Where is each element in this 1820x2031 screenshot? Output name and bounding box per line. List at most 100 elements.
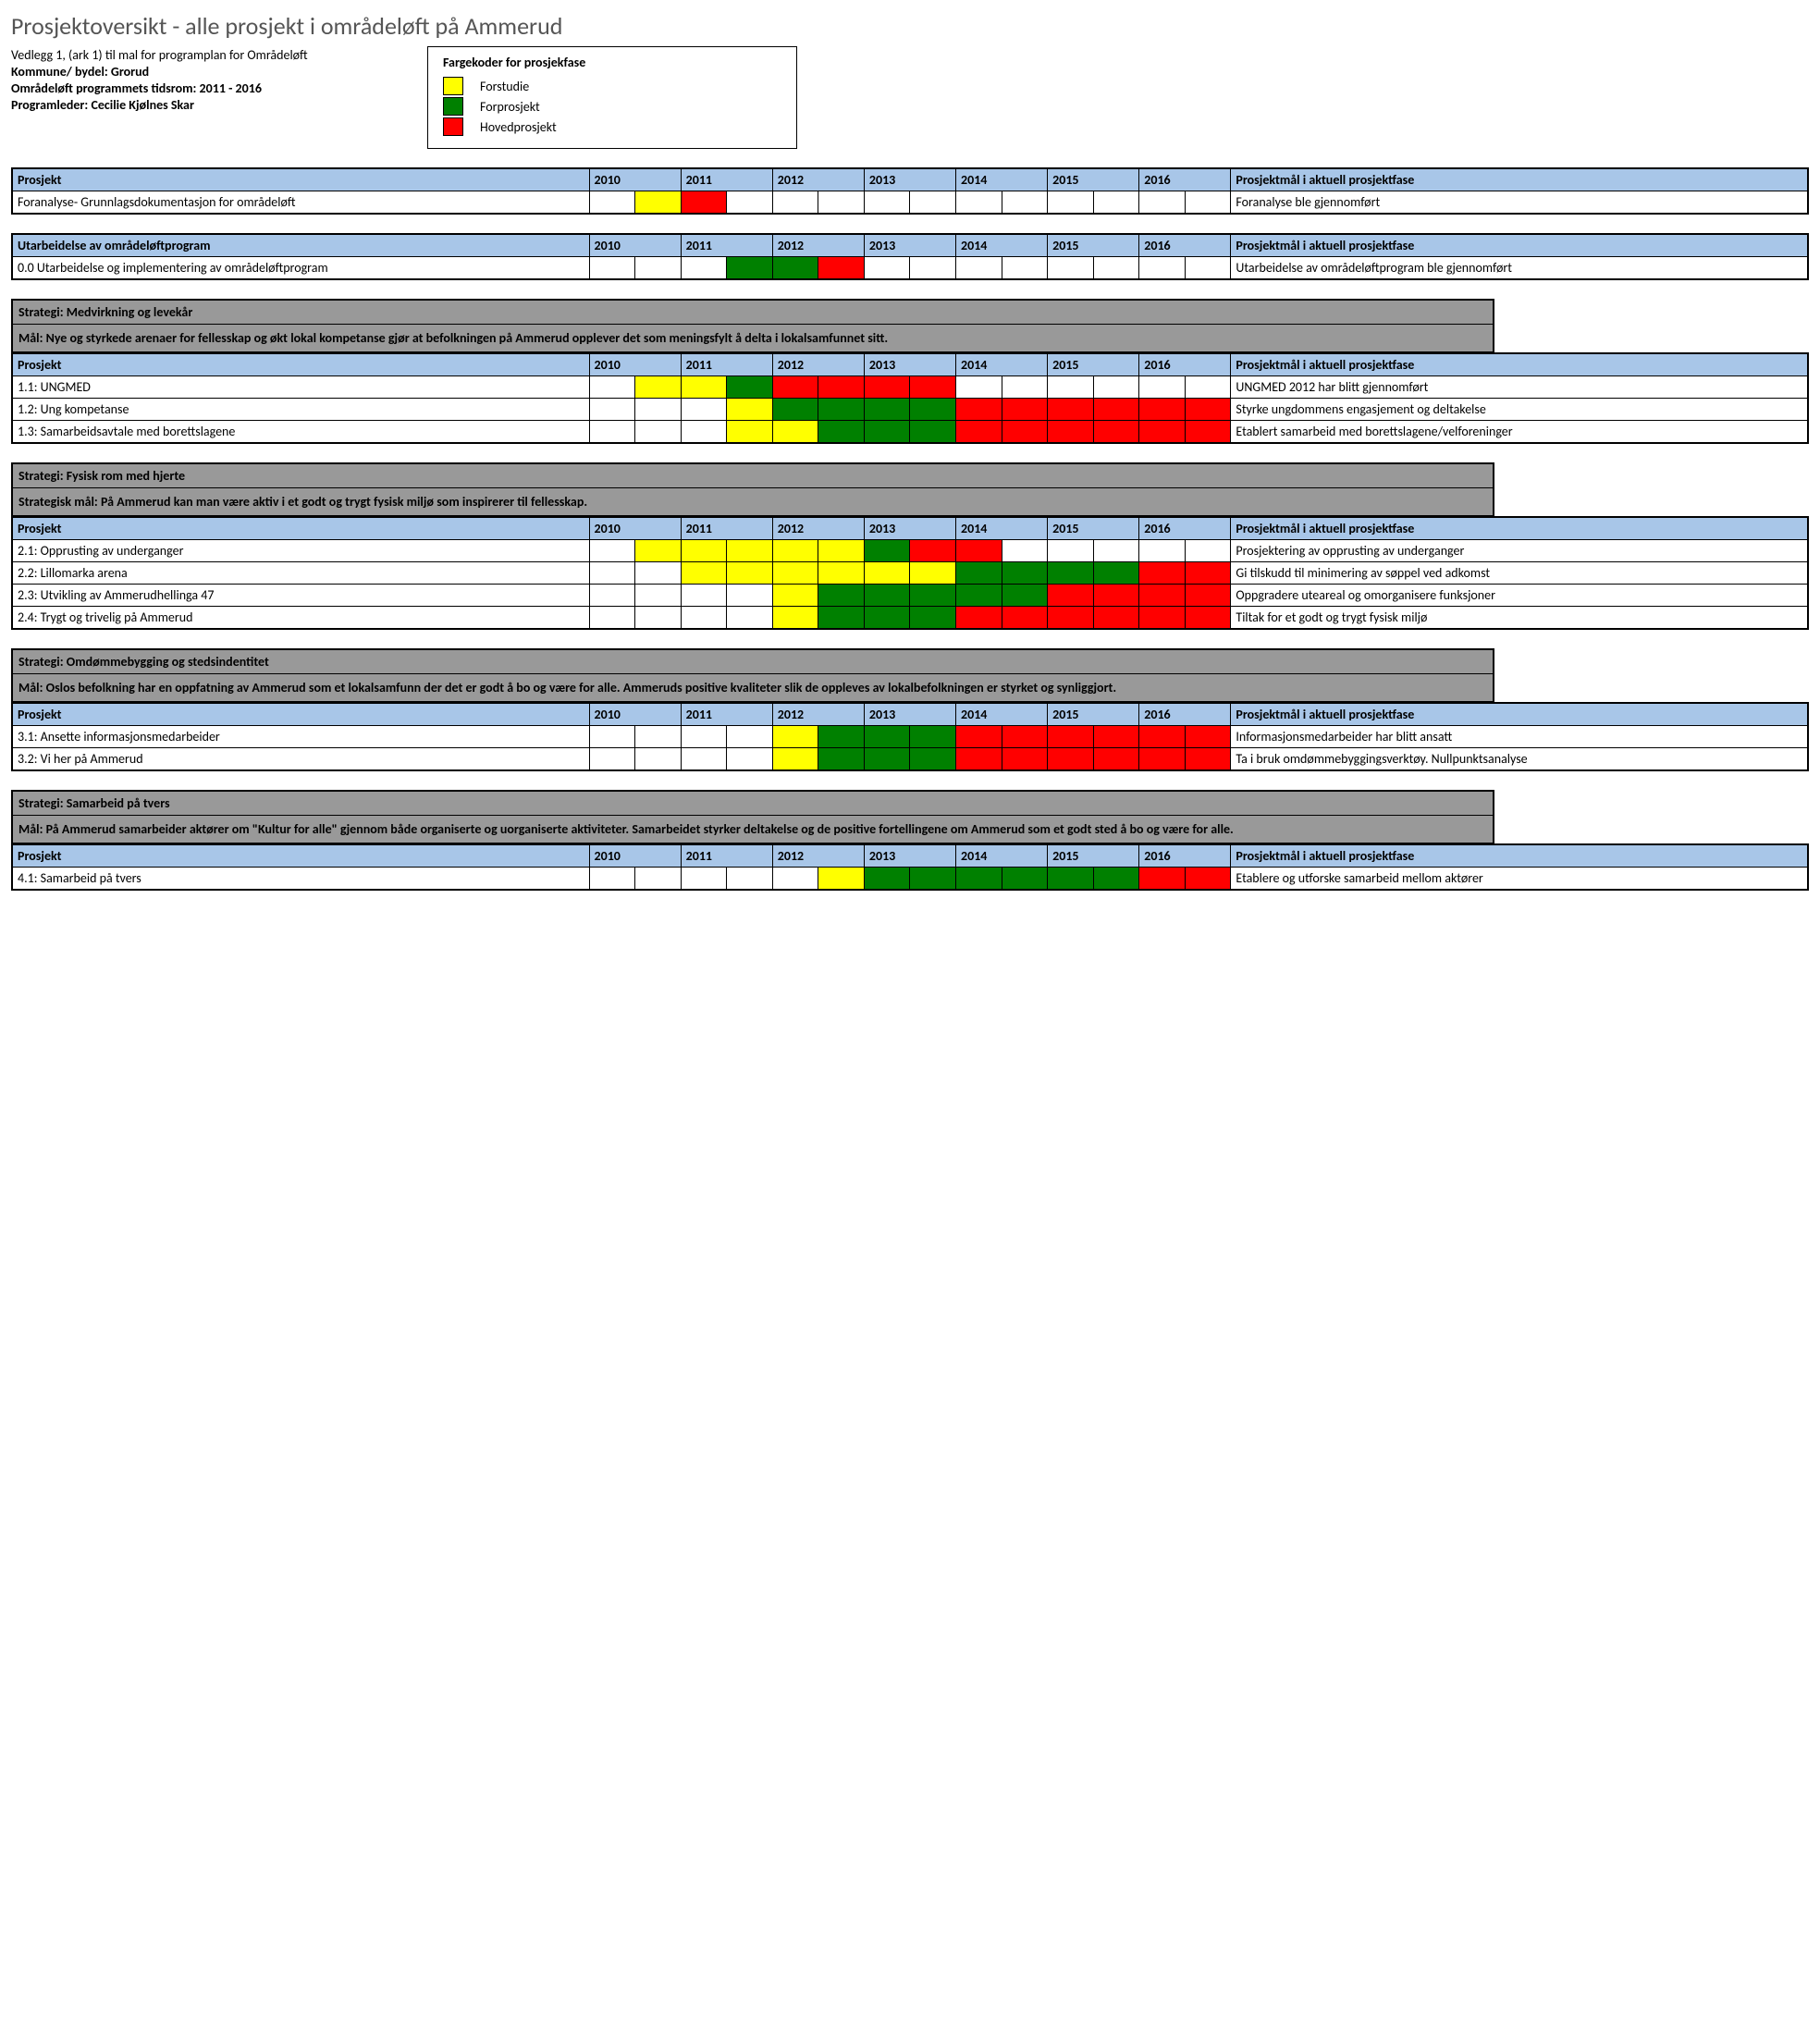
phase-cell: [772, 540, 818, 562]
phase-cell: [635, 421, 682, 444]
phase-cell: [956, 191, 1002, 215]
phase-cell: [1093, 585, 1139, 607]
phase-cell: [589, 376, 635, 399]
phase-cell: [772, 191, 818, 215]
project-name: 3.1: Ansette informasjonsmedarbeider: [12, 726, 589, 748]
phase-cell: [589, 421, 635, 444]
project-name: Foranalyse- Grunnlagsdokumentasjon for o…: [12, 191, 589, 215]
phase-cell: [1139, 376, 1186, 399]
phase-cell: [818, 868, 865, 891]
project-goal: Informasjonsmedarbeider har blitt ansatt: [1231, 726, 1808, 748]
phase-cell: [864, 868, 910, 891]
phase-cell: [1185, 562, 1231, 585]
col-header-year: 2011: [681, 844, 772, 868]
phase-cell: [681, 748, 727, 771]
phase-cell: [910, 191, 956, 215]
phase-cell: [635, 562, 682, 585]
phase-cell: [818, 191, 865, 215]
phase-cell: [1185, 868, 1231, 891]
phase-cell: [1139, 562, 1186, 585]
phase-cell: [818, 726, 865, 748]
col-header-year: 2016: [1139, 517, 1231, 540]
phase-cell: [589, 257, 635, 280]
col-header-year: 2014: [956, 517, 1048, 540]
phase-cell: [1048, 868, 1094, 891]
strategy-title: Strategi: Fysisk rom med hjerte: [12, 463, 1494, 488]
col-header-year: 2016: [1139, 353, 1231, 376]
project-table: Prosjekt2010201120122013201420152016Pros…: [11, 843, 1809, 891]
phase-cell: [1002, 421, 1048, 444]
col-header-year: 2014: [956, 844, 1048, 868]
page-title: Prosjektoversikt - alle prosjekt i områd…: [11, 11, 1809, 41]
strategy-title: Strategi: Omdømmebygging og stedsindenti…: [12, 649, 1494, 674]
phase-cell: [772, 399, 818, 421]
phase-cell: [1002, 376, 1048, 399]
col-header-year: 2014: [956, 703, 1048, 726]
phase-cell: [681, 726, 727, 748]
phase-cell: [864, 191, 910, 215]
phase-cell: [1048, 562, 1094, 585]
phase-cell: [818, 421, 865, 444]
col-header-goal: Prosjektmål i aktuell prosjektfase: [1231, 517, 1808, 540]
phase-cell: [1139, 748, 1186, 771]
col-header-project: Prosjekt: [12, 844, 589, 868]
project-name: 0.0 Utarbeidelse og implementering av om…: [12, 257, 589, 280]
section: Prosjekt2010201120122013201420152016Pros…: [11, 167, 1809, 215]
project-goal: Etablere og utforske samarbeid mellom ak…: [1231, 868, 1808, 891]
phase-cell: [589, 607, 635, 630]
col-header-year: 2011: [681, 517, 772, 540]
phase-cell: [589, 540, 635, 562]
phase-cell: [1002, 607, 1048, 630]
project-goal: Utarbeidelse av områdeløftprogram ble gj…: [1231, 257, 1808, 280]
section: Utarbeidelse av områdeløftprogram2010201…: [11, 233, 1809, 280]
phase-cell: [1093, 562, 1139, 585]
phase-cell: [1048, 421, 1094, 444]
phase-cell: [910, 726, 956, 748]
phase-cell: [1048, 748, 1094, 771]
section: Strategi: Medvirkning og levekårMål: Nye…: [11, 299, 1809, 444]
phase-cell: [864, 376, 910, 399]
phase-cell: [681, 257, 727, 280]
phase-cell: [956, 868, 1002, 891]
phase-cell: [1139, 540, 1186, 562]
project-name: 4.1: Samarbeid på tvers: [12, 868, 589, 891]
col-header-project: Prosjekt: [12, 353, 589, 376]
col-header-year: 2010: [589, 844, 681, 868]
col-header-year: 2010: [589, 168, 681, 191]
phase-cell: [727, 421, 773, 444]
phase-cell: [1185, 421, 1231, 444]
phase-cell: [635, 607, 682, 630]
phase-cell: [910, 748, 956, 771]
meta-tidsrom: Områdeløft programmets tidsrom: 2011 - 2…: [11, 80, 400, 96]
phase-cell: [956, 257, 1002, 280]
meta-leder: Programleder: Cecilie Kjølnes Skar: [11, 97, 400, 113]
project-name: 2.2: Lillomarka arena: [12, 562, 589, 585]
col-header-year: 2016: [1139, 703, 1231, 726]
col-header-year: 2015: [1048, 234, 1139, 257]
col-header-year: 2010: [589, 234, 681, 257]
phase-cell: [910, 399, 956, 421]
legend-item: Forstudie: [443, 76, 781, 96]
phase-cell: [772, 257, 818, 280]
col-header-year: 2010: [589, 353, 681, 376]
phase-cell: [1185, 399, 1231, 421]
project-name: 2.3: Utvikling av Ammerudhellinga 47: [12, 585, 589, 607]
phase-cell: [1048, 585, 1094, 607]
phase-cell: [818, 748, 865, 771]
phase-cell: [1093, 726, 1139, 748]
phase-cell: [818, 540, 865, 562]
phase-cell: [727, 585, 773, 607]
col-header-year: 2014: [956, 168, 1048, 191]
col-header-project: Prosjekt: [12, 703, 589, 726]
phase-cell: [910, 585, 956, 607]
phase-cell: [1002, 748, 1048, 771]
project-goal: Foranalyse ble gjennomført: [1231, 191, 1808, 215]
phase-cell: [1093, 868, 1139, 891]
phase-cell: [1185, 748, 1231, 771]
phase-cell: [772, 726, 818, 748]
project-name: 2.4: Trygt og trivelig på Ammerud: [12, 607, 589, 630]
project-name: 1.1: UNGMED: [12, 376, 589, 399]
strategy-goal: Mål: Nye og styrkede arenaer for felless…: [12, 325, 1494, 352]
strategy-goal: Strategisk mål: På Ammerud kan man være …: [12, 488, 1494, 516]
project-goal: UNGMED 2012 har blitt gjennomført: [1231, 376, 1808, 399]
